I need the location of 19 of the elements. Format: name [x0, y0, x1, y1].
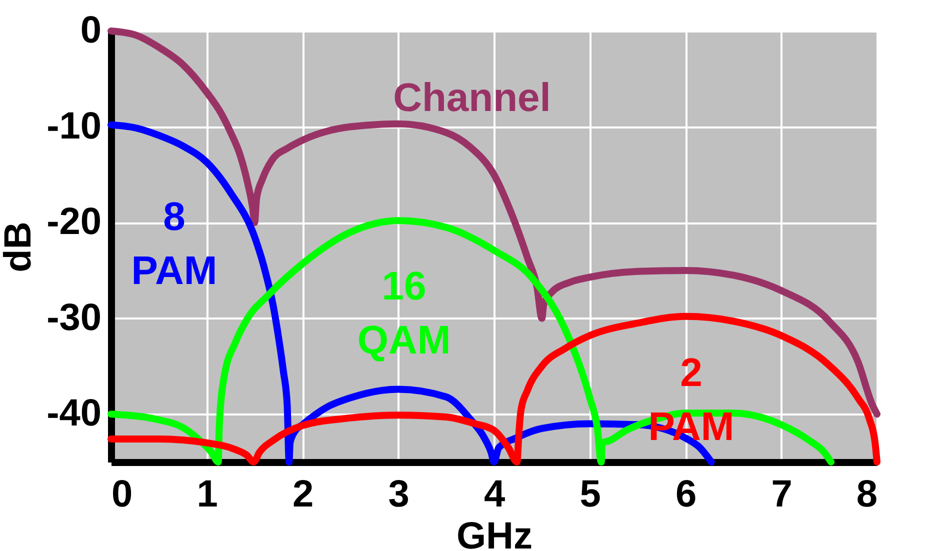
y-tick-label: -30 [46, 296, 102, 339]
series-label: 8 PAM [131, 194, 218, 293]
y-tick-label: 0 [80, 10, 102, 52]
x-axis-title: GHz [456, 516, 532, 551]
y-tick-label: -10 [46, 105, 102, 148]
x-tick-label: 5 [580, 474, 601, 516]
x-tick-label: 0 [112, 474, 133, 516]
series-label: 16 QAM [357, 264, 451, 363]
x-tick-label: 8 [856, 474, 878, 516]
series-label: Channel [393, 76, 551, 120]
x-tick-label: 2 [292, 474, 314, 516]
x-tick-label: 3 [388, 474, 410, 516]
y-tick-label: -40 [46, 392, 102, 435]
y-axis-title: dB [0, 222, 40, 272]
x-tick-label: 6 [675, 474, 697, 516]
x-tick-label: 1 [196, 474, 218, 516]
y-tick-label: -20 [46, 201, 102, 244]
x-tick-label: 7 [771, 474, 792, 516]
x-tick-label: 4 [484, 474, 506, 516]
